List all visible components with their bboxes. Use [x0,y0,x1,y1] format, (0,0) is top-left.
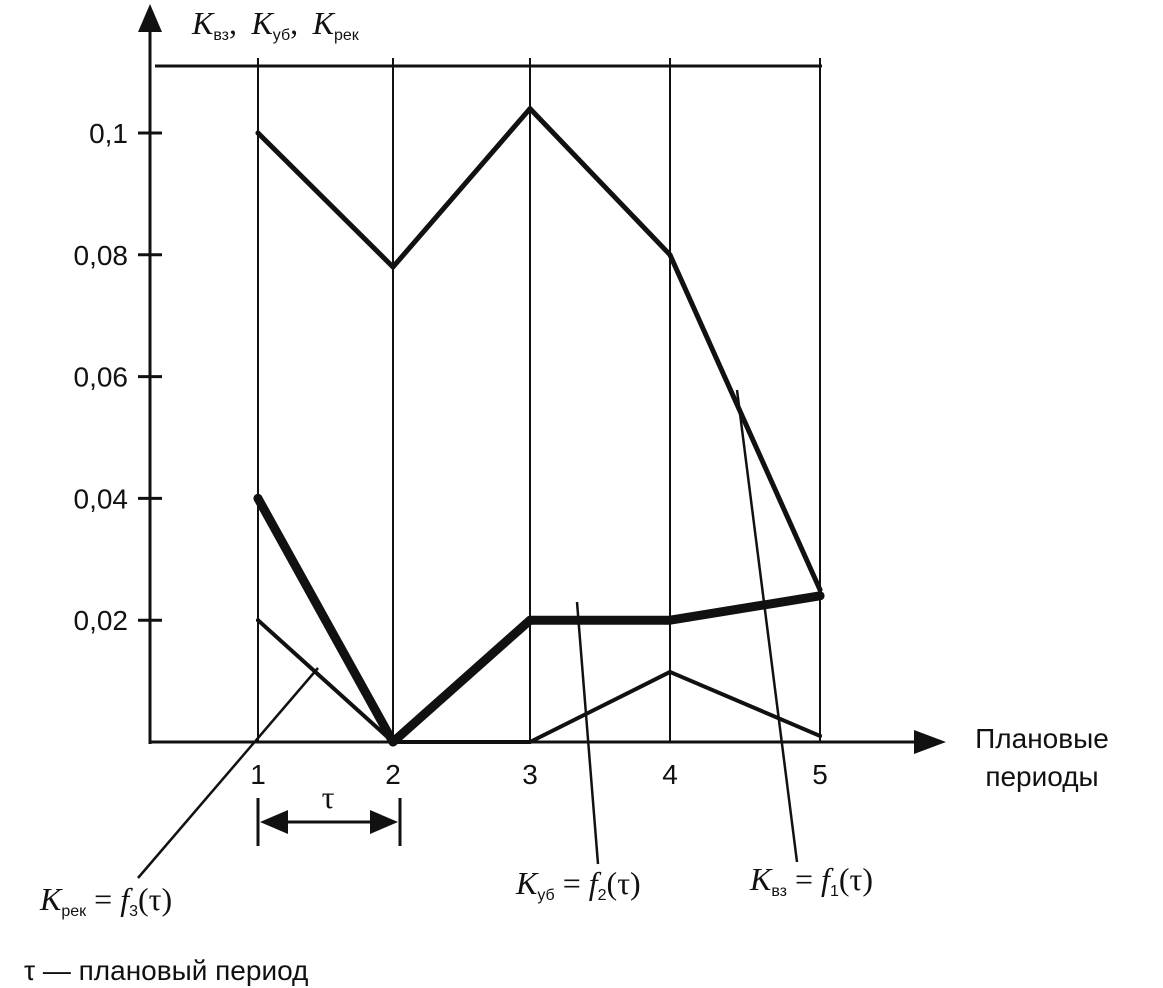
y-label-sep2: , [290,5,298,41]
y-tick-label-1: 0,04 [74,483,129,514]
x-tick-label-2: 2 [385,759,401,790]
x-axis-label-line1: Плановые [975,723,1109,754]
series-line-k-rek-point-1 [256,618,260,623]
tau-arrow-right-head [370,810,398,834]
y-tick-label-2: 0,06 [74,362,129,393]
series-line-k-vz-point-4 [667,252,673,258]
x-ticks: 1 2 3 4 5 [250,759,828,790]
leader-k-vz [735,389,799,863]
y-tick-label-4: 0,1 [89,118,128,149]
x-axis-arrow [914,730,946,754]
tau-arrow-left-head [260,810,288,834]
series-line-k-ub-point-3 [525,615,535,625]
y-axis-arrow [138,4,162,32]
x-tick-label-1: 1 [250,759,266,790]
y-label-k2: K [250,5,274,41]
y-label-k2-sub: уб [273,27,290,44]
y-label-k3: K [312,5,336,41]
series-line-k-vz-point-5 [817,587,823,593]
series-line-k-rek-point-3 [528,740,532,744]
series-group [253,106,825,747]
series-line-k-vz-point-3 [527,106,533,112]
leader-k-rek [137,667,319,879]
series-line-k-rek-point-4 [668,669,672,674]
series-line-k-vz [255,106,823,593]
x-tick-label-5: 5 [812,759,828,790]
y-label-k3-sub: рек [334,27,360,44]
vertical-grid [257,58,821,742]
y-axis-label: Kвз, Kуб, Kрек [191,5,360,44]
series-label-k-ub: Kуб = f2(τ) [515,865,641,904]
y-label-sep1: , [229,5,237,41]
series-line-k-rek-point-5 [818,733,822,738]
series-line-k-ub-point-4 [665,615,675,625]
y-label-k1-sub: вз [213,27,229,44]
y-label-k1: K [191,5,215,41]
x-tick-label-3: 3 [522,759,538,790]
series-line-k-vz-point-1 [255,130,261,136]
y-tick-label-0: 0,02 [74,605,129,636]
series-line-k-ub-point-1 [253,493,263,503]
series-line-k-ub-point-5 [815,591,825,601]
series-line-k-vz-point-2 [390,264,396,270]
y-tick-label-3: 0,08 [74,240,129,271]
tau-symbol: τ [322,779,335,815]
series-line-k-rek [256,618,822,744]
leader-k-ub [575,601,600,865]
y-ticks: 0,02 0,04 0,06 0,08 0,1 [74,118,162,636]
series-label-k-vz: Kвз = f1(τ) [749,861,873,900]
x-axis-label-line2: периоды [985,761,1098,792]
x-tick-label-4: 4 [662,759,678,790]
series-label-k-rek: Kрек = f3(τ) [39,881,172,920]
series-line-k-ub [253,493,825,747]
footnote: τ — плановый период [24,955,308,986]
series-line-k-rek-point-2 [391,740,395,744]
